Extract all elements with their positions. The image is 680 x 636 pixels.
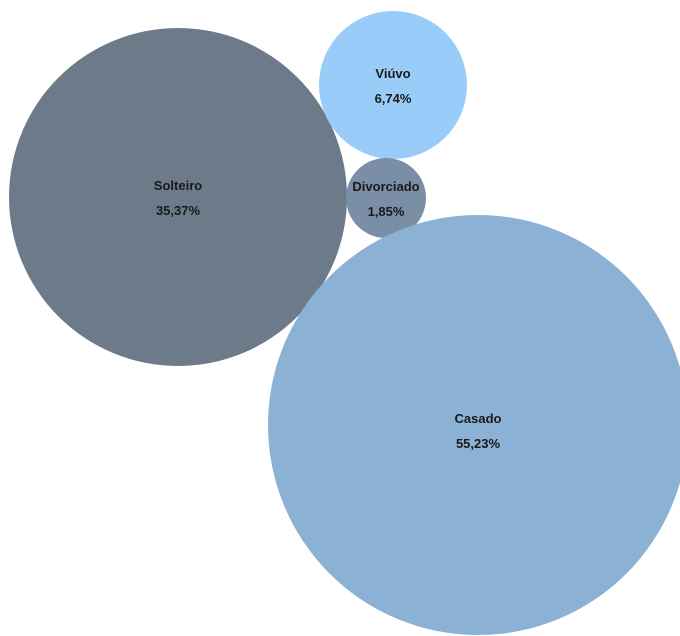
bubble-viuvo-name: Viúvo bbox=[375, 66, 410, 81]
bubble-viuvo-circle[interactable] bbox=[319, 11, 467, 159]
bubble-casado-circle[interactable] bbox=[268, 215, 680, 635]
bubble-solteiro-value: 35,37% bbox=[156, 203, 201, 218]
bubble-solteiro-circle[interactable] bbox=[9, 28, 347, 366]
bubble-divorciado[interactable]: Divorciado 1,85% bbox=[346, 158, 426, 238]
bubble-viuvo[interactable]: Viúvo 6,74% bbox=[319, 11, 467, 159]
bubble-divorciado-name: Divorciado bbox=[352, 179, 419, 194]
bubble-solteiro[interactable]: Solteiro 35,37% bbox=[9, 28, 347, 366]
bubble-casado[interactable]: Casado 55,23% bbox=[268, 215, 680, 635]
bubble-divorciado-value: 1,85% bbox=[368, 204, 405, 219]
bubble-viuvo-value: 6,74% bbox=[375, 91, 412, 106]
bubble-divorciado-circle[interactable] bbox=[346, 158, 426, 238]
bubble-casado-name: Casado bbox=[455, 411, 502, 426]
bubble-solteiro-name: Solteiro bbox=[154, 178, 202, 193]
bubble-casado-value: 55,23% bbox=[456, 436, 501, 451]
